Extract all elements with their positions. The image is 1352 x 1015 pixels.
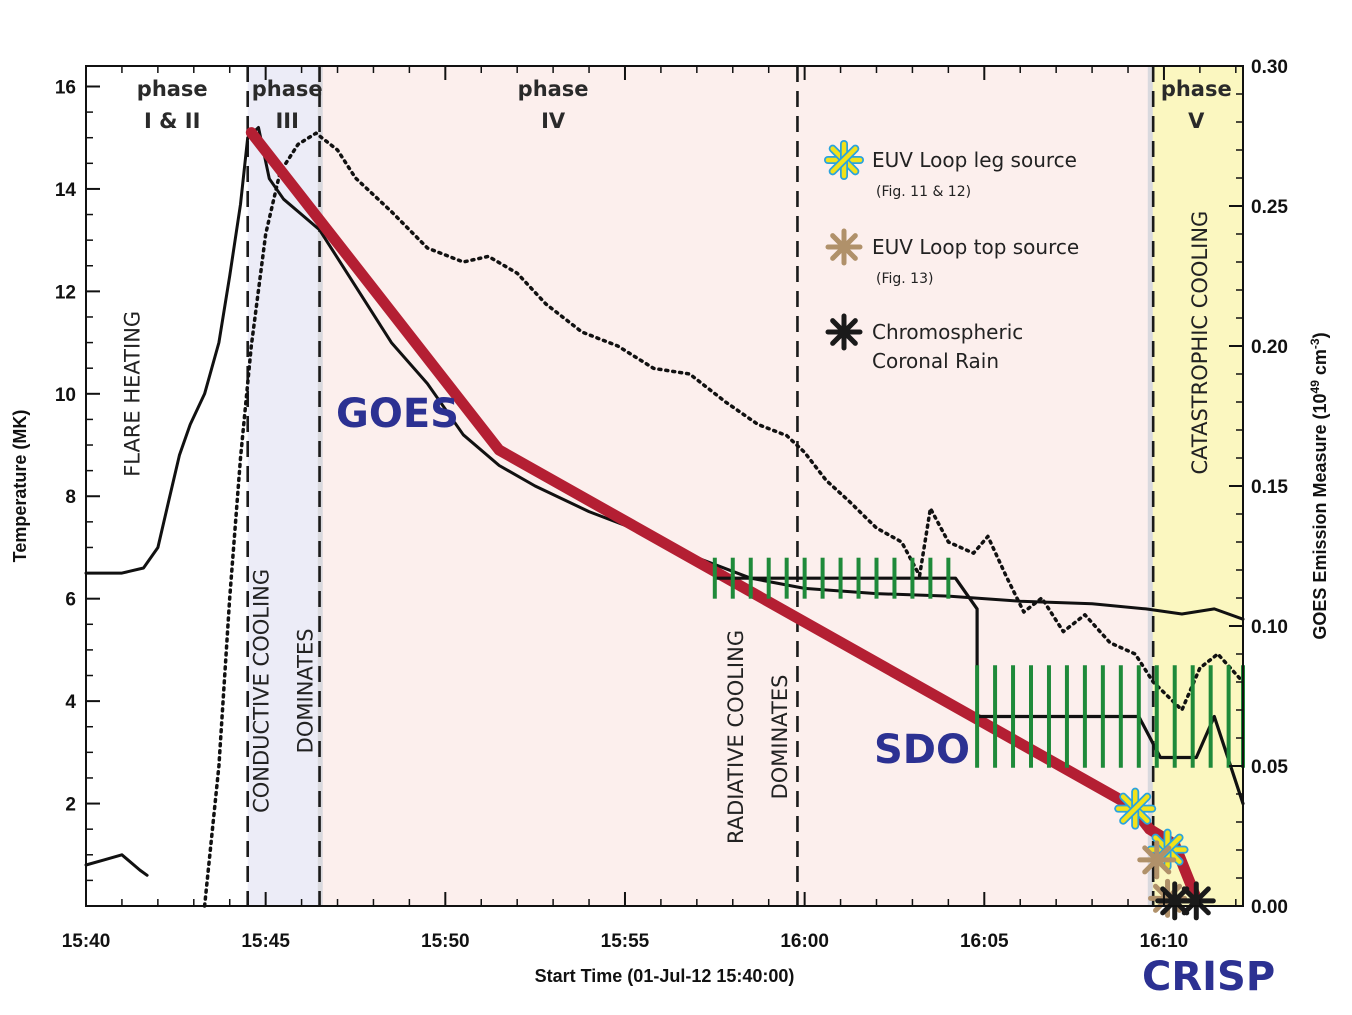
legend-icon-0-spoke-3 <box>830 146 858 174</box>
instrument-label-crisp: CRISP <box>1142 954 1275 1000</box>
phase-boundary-lines <box>246 66 1155 906</box>
vertical-label-0-line-0: FLARE HEATING <box>121 311 145 477</box>
phase-label-2-top: phase <box>518 77 589 101</box>
y-right-tick-label-0-30: 0.30 <box>1251 57 1288 78</box>
axis-titles: Start Time (01-Jul-12 15:40:00) Temperatu… <box>10 332 1330 986</box>
vertical-label-1-line-0: CONDUCTIVE COOLING <box>250 569 274 813</box>
y-left-tick-label-16: 16 <box>55 77 76 98</box>
vertical-label-2-line-0: RADIATIVE COOLING <box>724 630 748 844</box>
vertical-label-2-line-1: DOMINATES <box>768 675 792 800</box>
y-right-axis-title-part-4: ) <box>1310 332 1330 338</box>
legend-sub-1: (Fig. 13) <box>876 271 933 287</box>
y-left-tick-label-12: 12 <box>55 282 76 303</box>
legend-label-2: Chromospheric <box>872 320 1023 344</box>
legend-sub-0: (Fig. 11 & 12) <box>876 184 971 200</box>
cooling-regime-labels: FLARE HEATING CONDUCTIVE COOLING DOMINATES… <box>121 211 1212 844</box>
phase-label-2-bottom: IV <box>541 109 566 133</box>
y-right-tick-label-0-00: 0.00 <box>1251 897 1288 918</box>
marker-chromospheric-coronal-rain-5 <box>1176 881 1216 921</box>
legend-icon-0 <box>824 140 864 180</box>
y-right-axis-title-part-3: -3 <box>1308 338 1322 349</box>
legend-icon-2-spoke-3 <box>830 318 858 346</box>
vertical-label-3: CATASTROPHIC COOLING <box>1188 211 1212 475</box>
vertical-label-1-line-1: DOMINATES <box>294 628 318 753</box>
x-tick-label-16-10: 16:10 <box>1140 931 1189 952</box>
phase-label-3-top: phase <box>1161 77 1232 101</box>
x-axis-title: Start Time (01-Jul-12 15:40:00) <box>535 966 795 986</box>
legend-sub2-2: Coronal Rain <box>872 349 999 373</box>
y-right-tick-label-0-15: 0.15 <box>1251 477 1288 498</box>
marker-euv-loop-top-source-2-spoke-3 <box>1142 845 1172 875</box>
y-right-tick-label-0-25: 0.25 <box>1251 197 1288 218</box>
y-right-tick-label-0-05: 0.05 <box>1251 757 1288 778</box>
vertical-label-0: FLARE HEATING <box>121 311 145 477</box>
y-right-axis-title-part-0: GOES Emission Measure (10 <box>1310 393 1330 639</box>
marker-euv-loop-leg-source-0 <box>1114 787 1157 830</box>
y-right-axis-title: GOES Emission Measure (1049 cm-3) <box>1308 332 1330 639</box>
region-edge-v <box>1147 66 1153 906</box>
region-edge-iii <box>317 66 323 906</box>
y-left-tick-label-10: 10 <box>55 385 76 406</box>
instrument-labels: GOES SDO CRISP <box>336 391 1275 1000</box>
y-left-tick-label-4: 4 <box>65 692 76 713</box>
instrument-label-goes: GOES <box>336 391 459 437</box>
y-right-axis-title-group: GOES Emission Measure (1049 cm-3) <box>1308 332 1330 639</box>
legend-label-1: EUV Loop top source <box>872 235 1079 259</box>
phase-labels: phase I & II phase III phase IV phase V <box>137 77 1232 133</box>
marker-euv-loop-top-source-2 <box>1137 840 1177 880</box>
phase-label-0-bottom: I & II <box>144 109 200 133</box>
marker-euv-loop-leg-source-0-spoke-3 <box>1120 794 1150 823</box>
x-tick-label-15-55: 15:55 <box>601 931 650 952</box>
vertical-label-1: CONDUCTIVE COOLING DOMINATES <box>250 569 318 813</box>
y-left-tick-label-8: 8 <box>65 487 76 508</box>
legend-icon-2 <box>825 313 863 351</box>
x-tick-label-15-40: 15:40 <box>62 931 111 952</box>
y-right-axis-title-part-2: cm <box>1310 349 1330 380</box>
x-tick-label-16-00: 16:00 <box>780 931 829 952</box>
series-early-fragment <box>84 853 149 877</box>
source-markers <box>1114 787 1216 921</box>
y-right-axis-title-part-1: 49 <box>1308 380 1322 394</box>
phase-label-1-bottom: III <box>275 109 298 133</box>
y-left-tick-label-2: 2 <box>65 795 76 816</box>
phase-label-1-top: phase <box>252 77 323 101</box>
series-goes-emission-measure <box>202 131 1245 908</box>
series-goes-temperature <box>84 126 1245 621</box>
legend-label-0: EUV Loop leg source <box>872 148 1077 172</box>
region-phase-v <box>1149 66 1243 906</box>
axis-ticks: 15:40 15:45 15:50 15:55 16:00 16:05 16:10 2 4 6 8 1… <box>55 57 1289 952</box>
y-left-tick-label-6: 6 <box>65 590 76 611</box>
legend-icon-1-spoke-3 <box>830 233 858 261</box>
y-left-tick-label-14: 14 <box>55 180 77 201</box>
phase-label-0-top: phase <box>137 77 208 101</box>
y-left-axis-title-group: Temperature (MK) <box>10 410 30 563</box>
vertical-label-2: RADIATIVE COOLING DOMINATES <box>724 630 792 844</box>
marker-chromospheric-coronal-rain-4-spoke-3 <box>1160 886 1190 916</box>
vertical-label-3-line-0: CATASTROPHIC COOLING <box>1188 211 1212 475</box>
legend-icon-1 <box>825 228 863 266</box>
x-tick-label-15-45: 15:45 <box>241 931 290 952</box>
x-tick-label-15-50: 15:50 <box>421 931 470 952</box>
legend: EUV Loop leg source (Fig. 11 & 12) EUV Loo… <box>824 140 1079 373</box>
x-tick-label-16-05: 16:05 <box>960 931 1009 952</box>
y-right-tick-label-0-20: 0.20 <box>1251 337 1288 358</box>
y-right-tick-label-0-10: 0.10 <box>1251 617 1288 638</box>
instrument-label-sdo: SDO <box>874 727 970 773</box>
phase-label-3-bottom: V <box>1188 109 1205 133</box>
sdo-error-bars <box>712 557 1245 768</box>
y-left-axis-title: Temperature (MK) <box>10 410 30 563</box>
marker-chromospheric-coronal-rain-5-spoke-3 <box>1181 886 1211 916</box>
